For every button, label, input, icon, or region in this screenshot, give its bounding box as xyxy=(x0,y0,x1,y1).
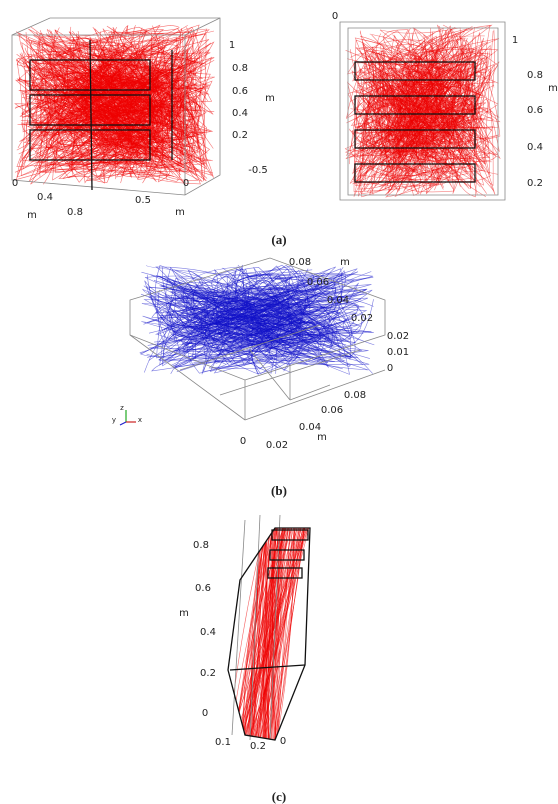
tick-label: m xyxy=(548,83,558,94)
tick-label: -0.5 xyxy=(248,165,268,176)
tick-label: 0.2 xyxy=(250,741,266,752)
streamline-group xyxy=(228,525,309,745)
tick-label: 0.2 xyxy=(232,130,248,141)
tick-label: 0.02 xyxy=(351,313,373,324)
tick-label: 0.2 xyxy=(200,668,216,679)
tick-label: 0 xyxy=(12,178,18,189)
tick-label: 0 xyxy=(183,178,189,189)
tick-label: 0.8 xyxy=(527,70,543,81)
tick-label: 0.6 xyxy=(232,86,248,97)
tick-label: 0.2 xyxy=(527,178,543,189)
tick-label: 0 xyxy=(387,363,393,374)
streamlines xyxy=(15,25,500,745)
tick-label: 0.04 xyxy=(327,295,349,306)
axis-triad xyxy=(120,410,136,425)
tick-label: 0.4 xyxy=(232,108,248,119)
tick-label: 0.1 xyxy=(215,737,231,748)
tick-label: 0.6 xyxy=(195,583,211,594)
tick-label: 0.02 xyxy=(387,331,409,342)
tick-label: 0.08 xyxy=(344,390,366,401)
tick-label: 0.4 xyxy=(527,142,543,153)
tick-label: 0 xyxy=(332,11,338,22)
tick-label: 0.4 xyxy=(200,627,216,638)
tick-label: 0.6 xyxy=(527,105,543,116)
tick-label: m xyxy=(175,207,185,218)
tick-label: 1 xyxy=(229,40,235,51)
tick-label: 0.8 xyxy=(193,540,209,551)
tick-label: 0 xyxy=(240,436,246,447)
panel-label: (b) xyxy=(271,483,287,498)
tick-label: 0.06 xyxy=(321,405,343,416)
tick-label: m xyxy=(340,257,350,268)
axis-triad-label: x xyxy=(138,416,142,424)
tick-label: 1 xyxy=(512,35,518,46)
tick-label: 0.08 xyxy=(289,257,311,268)
tick-label: 0 xyxy=(280,736,286,747)
tick-label: 0.06 xyxy=(307,277,329,288)
panel-label: (c) xyxy=(272,789,286,804)
figure: (a)10.80.60.40.2-0.500.5m00.40.8m010.8m0… xyxy=(0,0,558,804)
tick-label: 0.4 xyxy=(37,192,53,203)
panel-label: (a) xyxy=(271,232,286,247)
tick-label: 0.01 xyxy=(387,347,409,358)
axis-triad-label: y xyxy=(112,416,116,424)
tick-label: 0 xyxy=(202,708,208,719)
tick-label: 0.5 xyxy=(135,195,151,206)
tick-label: m xyxy=(265,93,275,104)
tick-label: m xyxy=(27,210,37,221)
tick-label: 0.02 xyxy=(266,440,288,451)
tick-label: m xyxy=(179,608,189,619)
tick-label: 0.8 xyxy=(67,207,83,218)
axis-triad-label: z xyxy=(120,404,124,412)
tick-label: m xyxy=(317,432,327,443)
tick-label: 0.8 xyxy=(232,63,248,74)
